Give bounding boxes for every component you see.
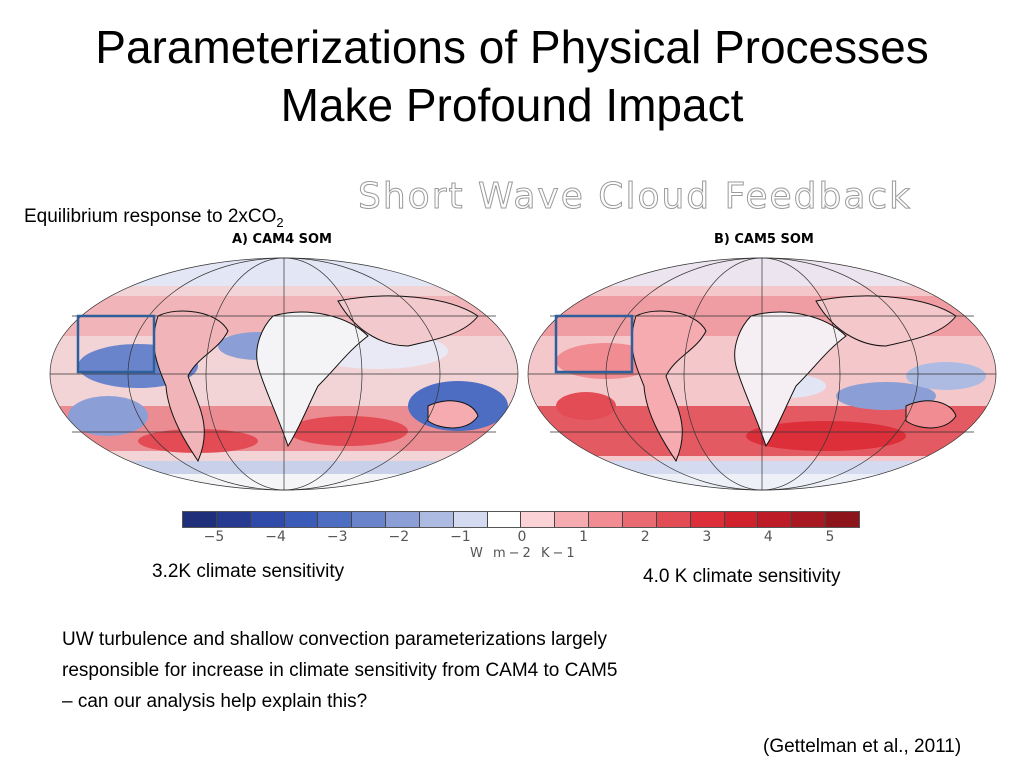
map-a-cam4 [49,257,519,491]
title-line-1: Parameterizations of Physical Processes [95,21,929,73]
equilibrium-response-label: Equilibrium response to 2xCO2 [24,206,284,230]
colorbar-cell [487,512,522,527]
colorbar-cell [352,512,387,527]
eq-label-subscript: 2 [276,214,284,230]
colorbar-cell [521,512,556,527]
region-highlight-box-b [554,314,634,374]
colorbar-cell [250,512,285,527]
colorbar-cell [284,512,319,527]
colorbar-cell [690,512,725,527]
title-line-2: Make Profound Impact [280,79,744,131]
colorbar-cell [826,512,859,527]
colorbar-tick-label: 5 [825,529,835,545]
colorbar-tick-label: 1 [579,529,589,545]
region-highlight-box-a [76,314,156,374]
map-b-label: B) CAM5 SOM [714,232,814,247]
colorbar-tick-label: −5 [203,529,225,545]
colorbar-cell [555,512,590,527]
colorbar-units: W m−2 K−1 [470,546,578,561]
eq-label-text: Equilibrium response to 2xCO [24,206,277,227]
map-a-label: A) CAM4 SOM [232,232,332,247]
colorbar-cell [453,512,488,527]
colorbar-tick-label: −2 [388,529,410,545]
slide-title: Parameterizations of Physical Processes … [0,18,1024,134]
colorbar-tick-label: −1 [450,529,471,545]
colorbar-cell [758,512,793,527]
colorbar-tick-label: 0 [517,529,527,545]
colorbar-tick-label: 2 [640,529,650,545]
colorbar-tick-label: −4 [265,529,286,545]
figure-title: Short Wave Cloud Feedback [357,176,913,218]
colorbar-tick-label: 4 [763,529,773,545]
colorbar-cell [183,512,217,527]
colorbar-cell [216,512,251,527]
colorbar-cell [419,512,454,527]
map-b-cam5 [527,257,997,491]
colorbar-cell [656,512,691,527]
colorbar-cell [622,512,657,527]
sensitivity-cam5-label: 4.0 K climate sensitivity [643,566,841,587]
colorbar-cell [724,512,759,527]
colorbar-tick-label: 3 [702,529,712,545]
citation: (Gettelman et al., 2011) [763,736,962,757]
colorbar-tick-label: −3 [326,529,348,545]
sensitivity-cam4-label: 3.2K climate sensitivity [152,561,345,582]
colorbar [182,511,860,528]
colorbar-cell [386,512,420,527]
colorbar-cell [318,512,353,527]
colorbar-cell [589,512,623,527]
colorbar-cell [792,512,827,527]
explanation-note: UW turbulence and shallow convection par… [62,629,618,712]
